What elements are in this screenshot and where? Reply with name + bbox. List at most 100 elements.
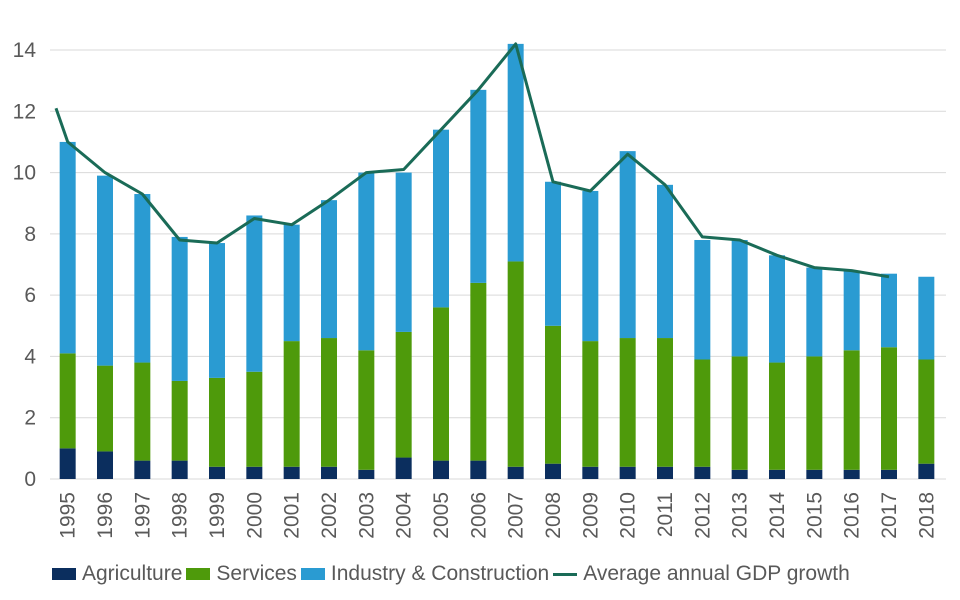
bar-services-2016 xyxy=(843,350,860,470)
chart-legend: Agriculture Services Industry & Constructi… xyxy=(52,560,854,588)
bar-agriculture-2008 xyxy=(545,463,561,479)
bar-industry-construction-2003 xyxy=(358,172,375,351)
y-tick-label: 2 xyxy=(24,407,36,430)
bar-agriculture-1996 xyxy=(97,451,113,479)
bar-agriculture-2011 xyxy=(657,466,673,479)
bar-industry-construction-2018 xyxy=(918,276,935,360)
bar-agriculture-2014 xyxy=(769,469,785,479)
x-tick-label: 2011 xyxy=(654,492,677,537)
x-tick-label: 2014 xyxy=(766,492,789,539)
bar-industry-construction-1995 xyxy=(59,141,76,354)
bar-services-2013 xyxy=(731,356,748,470)
legend-item: Industry & Construction xyxy=(300,562,550,586)
legend-item: Average annual GDP growth xyxy=(553,562,850,586)
x-tick-label: 2002 xyxy=(318,492,341,539)
y-tick-label: 0 xyxy=(24,468,36,491)
x-tick-label: 1998 xyxy=(169,492,192,539)
x-tick-label: 2016 xyxy=(841,492,864,539)
x-tick-label: 2009 xyxy=(579,492,602,539)
bar-industry-construction-2014 xyxy=(769,255,785,363)
bar-industry-construction-2016 xyxy=(843,270,860,351)
bar-agriculture-2010 xyxy=(619,466,636,479)
bar-agriculture-2006 xyxy=(470,460,487,479)
bar-agriculture-2012 xyxy=(694,466,711,479)
legend-label: Industry & Construction xyxy=(330,562,550,585)
bar-industry-construction-2017 xyxy=(881,273,897,348)
bar-industry-construction-1997 xyxy=(134,194,151,363)
y-tick-label: 14 xyxy=(13,39,37,62)
bar-services-1998 xyxy=(171,380,188,461)
x-tick-label: 2013 xyxy=(729,492,752,539)
bar-services-2009 xyxy=(582,341,599,467)
bar-services-2004 xyxy=(395,331,412,458)
bar-services-2012 xyxy=(694,359,711,467)
bar-industry-construction-1999 xyxy=(209,243,225,378)
bar-agriculture-1997 xyxy=(134,460,151,479)
bar-agriculture-2016 xyxy=(843,469,860,479)
bar-services-2011 xyxy=(657,338,673,467)
bar-agriculture-2004 xyxy=(395,457,412,479)
bar-services-2001 xyxy=(283,341,300,467)
legend-swatch xyxy=(52,568,76,580)
legend-label: Average annual GDP growth xyxy=(583,562,850,585)
bar-agriculture-2001 xyxy=(283,466,300,479)
x-tick-label: 2004 xyxy=(393,492,416,539)
x-tick-label: 2017 xyxy=(878,492,901,539)
bar-industry-construction-2010 xyxy=(619,151,636,339)
bar-industry-construction-1996 xyxy=(97,175,113,366)
bar-agriculture-2005 xyxy=(433,460,449,479)
bar-services-2017 xyxy=(881,347,897,470)
bar-agriculture-2009 xyxy=(582,466,599,479)
bar-industry-construction-2008 xyxy=(545,181,561,326)
bar-services-2000 xyxy=(246,371,263,467)
bar-agriculture-2017 xyxy=(881,469,897,479)
x-tick-label: 1996 xyxy=(94,492,117,539)
bar-services-2008 xyxy=(545,325,561,464)
bar-services-2010 xyxy=(619,338,636,467)
y-tick-label: 4 xyxy=(24,345,36,368)
bar-services-2007 xyxy=(507,261,524,467)
bar-industry-construction-2009 xyxy=(582,190,599,342)
x-tick-label: 2018 xyxy=(915,492,938,539)
bar-industry-construction-2013 xyxy=(731,239,748,357)
bar-agriculture-1999 xyxy=(209,466,225,479)
legend-swatch xyxy=(300,568,325,580)
bar-industry-construction-2000 xyxy=(246,215,263,372)
y-tick-label: 8 xyxy=(24,223,36,246)
bar-industry-construction-2015 xyxy=(806,267,823,357)
stacked-bar-chart: 0 2 4 6 8 10 12 14 1995 1996 1997 1998 1999 2000 2001 2… xyxy=(13,39,946,539)
x-tick-label: 2010 xyxy=(617,492,640,539)
legend-item: Services xyxy=(186,562,297,586)
x-tick-label: 2007 xyxy=(505,492,528,539)
bar-agriculture-2015 xyxy=(806,469,823,479)
x-tick-label: 2006 xyxy=(467,492,490,539)
bar-agriculture-2003 xyxy=(358,469,375,479)
bar-services-1997 xyxy=(134,362,151,461)
bar-industry-construction-2012 xyxy=(694,239,711,360)
bar-services-2018 xyxy=(918,359,935,464)
bar-industry-construction-1998 xyxy=(171,236,188,381)
bar-industry-construction-2002 xyxy=(321,200,337,339)
bar-services-2015 xyxy=(806,356,823,470)
legend-swatch xyxy=(186,568,211,580)
x-tick-label: 2003 xyxy=(355,492,378,539)
bar-industry-construction-2006 xyxy=(470,89,487,283)
bar-services-2006 xyxy=(470,282,487,461)
line-average-annual-gdp-growth xyxy=(54,42,890,279)
bar-agriculture-2013 xyxy=(731,469,748,479)
y-tick-label: 6 xyxy=(24,284,36,307)
x-tick-label: 1999 xyxy=(206,492,229,539)
x-tick-label: 2008 xyxy=(542,492,565,539)
bar-services-2003 xyxy=(358,350,375,470)
y-tick-label: 12 xyxy=(13,100,36,123)
bar-industry-construction-2011 xyxy=(657,184,673,339)
legend-item: Agriculture xyxy=(52,562,182,586)
y-tick-label: 10 xyxy=(13,162,36,185)
x-tick-label: 2012 xyxy=(691,492,714,539)
bar-services-2002 xyxy=(321,338,337,467)
bar-services-1996 xyxy=(97,365,113,452)
bar-agriculture-1998 xyxy=(171,460,188,479)
legend-label: Services xyxy=(216,562,297,585)
bar-industry-construction-2005 xyxy=(433,129,449,308)
x-tick-label: 2000 xyxy=(243,492,266,539)
